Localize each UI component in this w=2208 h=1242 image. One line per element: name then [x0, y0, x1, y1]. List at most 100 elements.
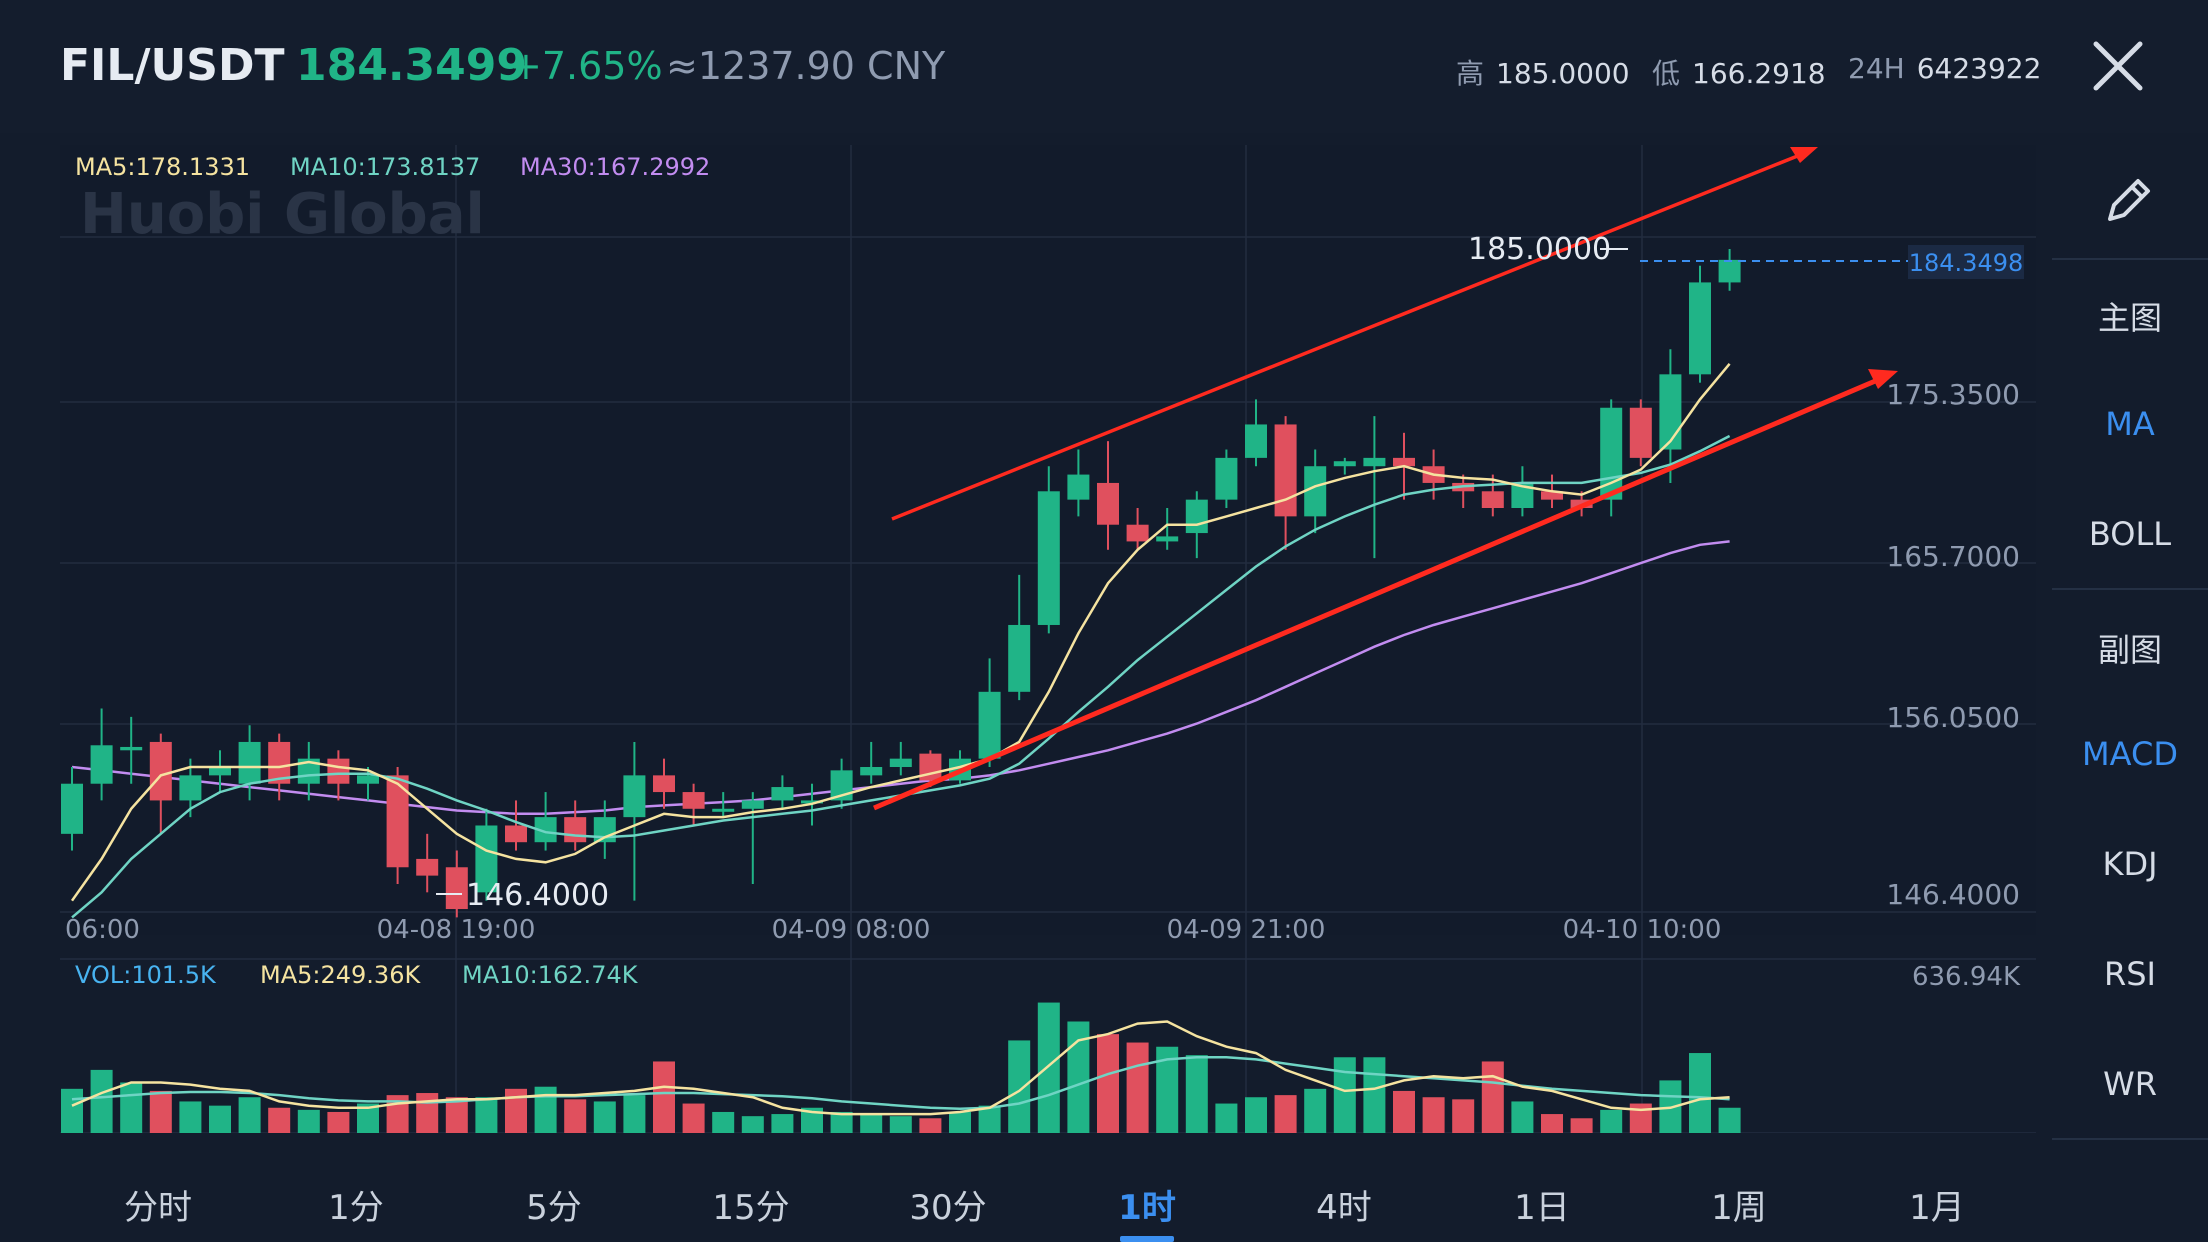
- candle-body: [1333, 461, 1356, 467]
- candle-body: [741, 800, 764, 809]
- volume-bar: [919, 1118, 942, 1133]
- candle-body: [1215, 457, 1238, 500]
- candle-body: [1718, 259, 1741, 283]
- macd-toggle[interactable]: MACD: [2082, 735, 2178, 773]
- volume-bar: [1629, 1103, 1652, 1133]
- tf-1hour[interactable]: 1时: [1118, 1188, 1176, 1228]
- candle-body: [120, 746, 143, 751]
- vol-max-label: 636.94K: [1912, 962, 2021, 992]
- tf-30min[interactable]: 30分: [909, 1188, 987, 1228]
- volume-bar: [1097, 1034, 1119, 1133]
- volume-bar: [1215, 1103, 1238, 1133]
- candle-body: [801, 800, 823, 804]
- wr-toggle[interactable]: WR: [2103, 1065, 2157, 1103]
- indicator-sidebar: 主图 MA BOLL 副图 MACD KDJ RSI WR: [2052, 143, 2208, 1242]
- tf-1week[interactable]: 1周: [1711, 1188, 1767, 1228]
- candle-body: [1689, 282, 1711, 375]
- candle-body: [416, 858, 439, 876]
- volume-bar: [860, 1114, 883, 1133]
- volume-bar: [1185, 1055, 1208, 1133]
- volume-bar: [268, 1107, 291, 1133]
- volume-bar: [1481, 1061, 1504, 1133]
- tf-timeline[interactable]: 分时: [124, 1188, 192, 1228]
- volume-bar: [1600, 1109, 1623, 1133]
- trading-pair[interactable]: FIL/USDT: [60, 40, 285, 91]
- ma30-line: [71, 540, 1730, 816]
- volume-bar: [653, 1061, 675, 1133]
- chart-area[interactable]: Huobi Global MA5:178.1331 MA10:173.8137 …: [0, 133, 2050, 1134]
- candle-body: [179, 775, 202, 801]
- candle-body: [1156, 536, 1179, 542]
- candle-body: [1126, 524, 1149, 542]
- candle-body: [1097, 482, 1119, 525]
- candle-body: [297, 758, 320, 784]
- volume-bar: [327, 1111, 350, 1133]
- candle-body: [682, 792, 705, 809]
- candle-body: [653, 775, 675, 793]
- ma10-legend: MA10:173.8137: [290, 153, 480, 181]
- volume-bar: [1689, 1053, 1711, 1133]
- y-tick-1: 175.3500: [1886, 378, 2020, 411]
- volume-bar: [475, 1097, 498, 1133]
- candle-body: [1245, 424, 1267, 458]
- candle-body: [505, 825, 527, 843]
- volume-bar: [801, 1107, 823, 1133]
- volume-ma-lines: [71, 1020, 1730, 1116]
- volume-value: 6423922: [1916, 52, 2042, 85]
- active-tf-indicator: [1120, 1236, 1174, 1242]
- y-tick-2: 165.7000: [1886, 540, 2020, 573]
- candle-body: [209, 767, 231, 776]
- ma-toggle[interactable]: MA: [2105, 405, 2155, 443]
- volume-bar: [1274, 1095, 1297, 1133]
- tf-5min[interactable]: 5分: [526, 1188, 582, 1228]
- x-tick-4: 04-09 21:00: [1167, 915, 1326, 945]
- candle-body: [90, 745, 113, 784]
- x-tick-3: 04-09 08:00: [772, 915, 931, 945]
- close-icon[interactable]: [2090, 38, 2146, 94]
- volume-bar: [61, 1088, 83, 1133]
- tf-15min[interactable]: 15分: [712, 1188, 790, 1228]
- candlestick-chart[interactable]: Huobi Global MA5:178.1331 MA10:173.8137 …: [0, 133, 2050, 1134]
- pencil-icon[interactable]: [2100, 173, 2156, 229]
- vol-legend: VOL:101.5K: [75, 961, 217, 989]
- last-price-tag: 184.3498: [1909, 249, 2024, 277]
- tf-1month[interactable]: 1月: [1909, 1188, 1965, 1228]
- volume-bar: [297, 1109, 320, 1133]
- tf-1day[interactable]: 1日: [1514, 1188, 1570, 1228]
- rsi-toggle[interactable]: RSI: [2104, 955, 2156, 993]
- volume-bar: [90, 1069, 113, 1133]
- volume-bar: [1126, 1042, 1149, 1133]
- timeframe-bar: 分时 1分 5分 15分 30分 1时 4时 1日 1周 1月: [0, 1140, 2208, 1242]
- candles: [61, 249, 1741, 918]
- volume-bar: [1718, 1107, 1741, 1133]
- candle-body: [1008, 624, 1031, 692]
- high-label: 高: [1456, 57, 1485, 90]
- candle-body: [1393, 457, 1415, 467]
- candle-body: [1363, 457, 1386, 467]
- sidebar-divider: [2052, 1138, 2208, 1140]
- volume-bar: [1452, 1099, 1475, 1133]
- candle-body: [268, 741, 291, 784]
- volume-bar: [1511, 1101, 1534, 1133]
- vol-ma5-legend: MA5:249.36K: [260, 961, 421, 989]
- vol-ma10-legend: MA10:162.74K: [462, 961, 639, 989]
- kdj-toggle[interactable]: KDJ: [2102, 845, 2158, 883]
- volume-bar: [1245, 1097, 1267, 1133]
- high-stat: 高 185.0000: [1456, 52, 1630, 92]
- candle-body: [564, 817, 587, 843]
- candle-body: [149, 741, 172, 801]
- volume-bar: [1363, 1057, 1386, 1133]
- boll-toggle[interactable]: BOLL: [2088, 515, 2172, 553]
- sidebar-divider: [2052, 588, 2208, 590]
- volume-bar: [623, 1095, 646, 1133]
- volume-bar: [1037, 1002, 1060, 1133]
- volume-bar: [416, 1093, 439, 1133]
- volume-bar: [357, 1103, 379, 1133]
- volume-bar: [682, 1103, 705, 1133]
- volume-bar: [505, 1088, 527, 1133]
- volume-label: 24H: [1848, 52, 1905, 85]
- tf-4hour[interactable]: 4时: [1316, 1188, 1372, 1228]
- tf-1min[interactable]: 1分: [328, 1188, 384, 1228]
- volume-bar: [1541, 1114, 1563, 1133]
